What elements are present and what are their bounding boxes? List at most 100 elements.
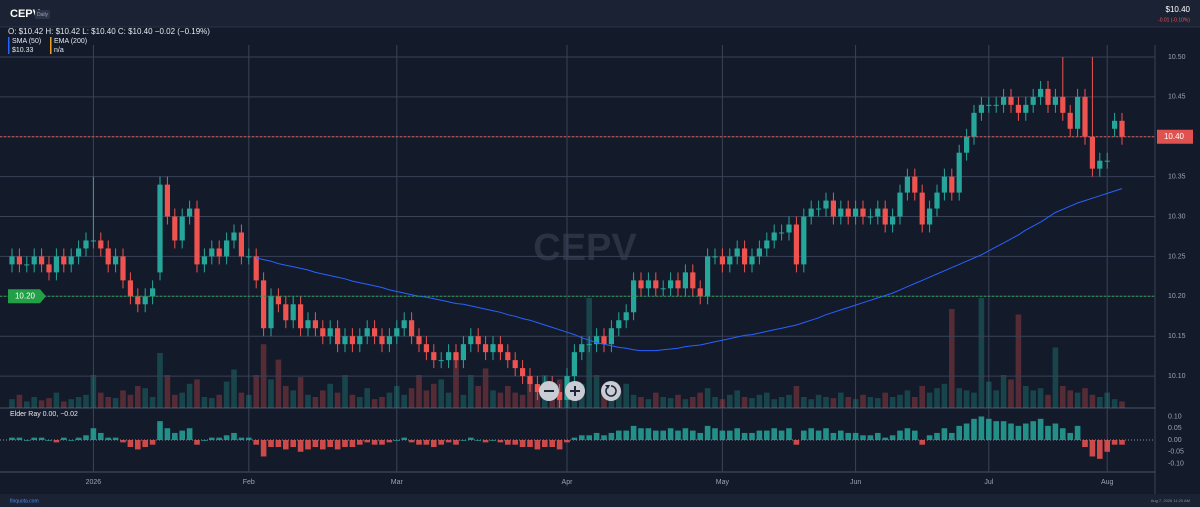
volume-bar: [941, 383, 948, 408]
volume-bar: [342, 375, 348, 408]
x-tick-label: Jul: [984, 479, 993, 486]
candle-body: [727, 256, 733, 265]
elder-bar: [919, 440, 925, 445]
elder-bar: [815, 430, 822, 440]
candle-body: [209, 248, 215, 257]
elder-bar: [453, 440, 459, 445]
elder-bar: [786, 428, 792, 440]
volume-bar: [1119, 401, 1125, 408]
volume-bar: [963, 390, 970, 408]
volume-bar: [778, 397, 785, 408]
x-tick-label: Aug: [1101, 479, 1114, 486]
volume-bar: [704, 388, 711, 408]
volume-bar: [719, 399, 726, 408]
elder-bar: [290, 440, 296, 448]
candle-body: [224, 240, 230, 257]
elder-bar: [423, 440, 430, 445]
volume-bar: [771, 399, 777, 408]
elder-bar: [24, 440, 30, 441]
volume-bar: [164, 375, 171, 408]
volume-bar: [53, 392, 60, 408]
elder-bar: [956, 425, 962, 440]
volume-bar: [9, 399, 15, 408]
volume-bar: [993, 390, 999, 408]
interval-badge: [35, 10, 50, 19]
elder-bar: [186, 428, 193, 440]
candle-body: [201, 256, 207, 265]
volume-bar: [838, 392, 844, 408]
candle-body: [238, 232, 244, 257]
elder-bar: [246, 437, 252, 440]
elder-bar: [889, 435, 896, 440]
candle-body: [682, 272, 688, 289]
volume-bar: [815, 394, 822, 408]
candle-body: [705, 256, 711, 297]
volume-bar: [852, 399, 859, 408]
elder-bar: [216, 437, 222, 440]
elder-bar: [209, 437, 215, 440]
candle-body: [786, 224, 792, 233]
elder-bar: [1119, 440, 1125, 445]
volume-bar: [238, 392, 245, 408]
elder-bar: [238, 437, 245, 440]
volume-bar: [16, 394, 23, 408]
candle-body: [608, 328, 614, 345]
elder-bar: [823, 428, 829, 440]
elder-bar: [268, 440, 274, 448]
candle-body: [253, 256, 259, 281]
candle-body: [771, 232, 777, 241]
zoom-in-button[interactable]: [565, 381, 585, 401]
elder-bar: [771, 428, 777, 440]
candle-body: [986, 104, 992, 106]
volume-bar: [371, 399, 378, 408]
sma-swatch: [8, 37, 10, 54]
volume-bar: [919, 386, 925, 408]
ema-name: EMA (200): [54, 38, 87, 45]
elder-bar: [260, 440, 267, 457]
volume-bar: [1074, 392, 1081, 408]
zoom-out-button[interactable]: [539, 381, 559, 401]
button-bg[interactable]: [601, 381, 621, 401]
sma-name: SMA (50): [12, 38, 41, 45]
candle-body: [1097, 160, 1103, 169]
reset-button[interactable]: [601, 381, 621, 401]
watermark: CEPV: [533, 227, 637, 269]
candle-body: [853, 208, 859, 217]
elder-bar: [283, 440, 289, 450]
volume-bar: [926, 392, 933, 408]
volume-bar: [90, 375, 97, 408]
volume-bar: [386, 392, 393, 408]
candle-body: [172, 216, 178, 241]
volume-bar: [786, 394, 792, 408]
volume-bar: [172, 394, 178, 408]
volume-bar: [882, 392, 888, 408]
candle-body: [1089, 136, 1095, 169]
elder-bar: [379, 440, 385, 445]
volume-bar: [209, 398, 215, 408]
footer-bar: [0, 494, 1200, 507]
volume-bar: [1097, 397, 1103, 408]
elder-bar: [201, 440, 208, 441]
candle-body: [941, 176, 947, 193]
candle-body: [386, 336, 392, 345]
candle-body: [275, 296, 281, 305]
candle-body: [475, 336, 481, 345]
candle-body: [409, 320, 415, 337]
candle-body: [157, 184, 163, 273]
volume-bar: [660, 397, 666, 408]
volume-bar: [1060, 386, 1066, 408]
candle-body: [187, 208, 193, 217]
candle-body: [934, 192, 940, 209]
candle-body: [1082, 96, 1088, 137]
elder-bar: [75, 437, 82, 440]
elder-bar: [127, 440, 134, 448]
candle-body: [90, 240, 96, 242]
elder-bar: [334, 440, 341, 450]
elder-bar: [949, 432, 955, 440]
candle-body: [594, 336, 600, 345]
elder-bar: [1015, 425, 1022, 440]
panel-title: Elder Ray 0.00, −0.02: [10, 411, 78, 418]
volume-bar: [1008, 379, 1014, 408]
